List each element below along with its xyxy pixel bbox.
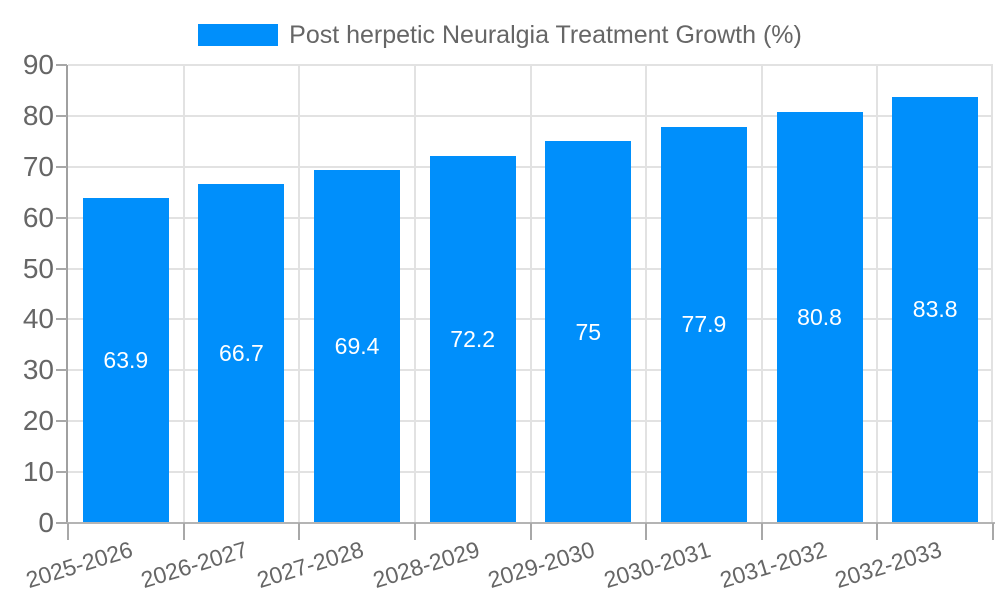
y-tick-mark (56, 64, 67, 66)
y-tick-label: 50 (22, 252, 54, 284)
y-tick-mark (56, 318, 67, 321)
v-gridline (876, 65, 879, 523)
bar[interactable]: 83.8 (892, 96, 979, 523)
bar-value-label: 63.9 (103, 346, 149, 373)
bar-value-label: 66.7 (219, 339, 264, 366)
bar[interactable]: 63.9 (82, 197, 169, 523)
x-tick-mark (298, 523, 301, 540)
plot-right-border (991, 65, 993, 523)
v-gridline (645, 65, 648, 523)
y-tick-mark (56, 522, 67, 524)
bar-value-label: 83.8 (912, 296, 958, 323)
legend-item[interactable]: Post herpetic Neuralgia Treatment Growth… (198, 21, 802, 50)
x-tick-mark (529, 523, 532, 540)
plot-area: 63.9 66.7 69.4 72.2 75 77.9 80.8 83.8 (68, 64, 993, 523)
y-axis-line (66, 65, 68, 523)
x-tick-mark (876, 523, 879, 540)
x-tick-mark (182, 523, 185, 540)
y-tick-label: 20 (22, 405, 54, 437)
y-tick-mark (56, 471, 67, 474)
y-tick-label: 0 (38, 507, 54, 538)
bar-value-label: 80.8 (797, 303, 842, 330)
bar[interactable]: 66.7 (198, 183, 285, 523)
y-tick-label: 90 (22, 49, 54, 80)
legend-label: Post herpetic Neuralgia Treatment Growth… (289, 20, 802, 49)
x-tick-mark (645, 523, 648, 540)
bar-value-label: 69.4 (334, 332, 380, 359)
x-tick-mark (992, 523, 994, 540)
bar[interactable]: 69.4 (314, 169, 401, 523)
y-tick-mark (56, 114, 67, 117)
y-tick-mark (56, 165, 67, 168)
bar[interactable]: 75 (545, 141, 632, 523)
v-gridline (413, 65, 416, 523)
y-tick-label: 80 (22, 99, 54, 131)
bar-value-label: 72.2 (450, 325, 496, 352)
v-gridline (529, 65, 532, 523)
y-tick-label: 60 (22, 201, 54, 233)
v-gridline (760, 65, 763, 523)
y-tick-label: 10 (22, 456, 54, 488)
y-tick-mark (56, 267, 67, 270)
legend-swatch (198, 24, 279, 46)
bar[interactable]: 72.2 (429, 155, 516, 523)
chart-legend: Post herpetic Neuralgia Treatment Growth… (0, 20, 1000, 50)
y-tick-mark (56, 216, 67, 219)
bar[interactable]: 77.9 (660, 126, 747, 523)
v-gridline (182, 65, 185, 523)
bar[interactable]: 80.8 (776, 111, 863, 523)
x-tick-mark (67, 523, 69, 540)
x-tick-mark (760, 523, 763, 540)
bar-value-label: 75 (575, 318, 602, 345)
y-tick-mark (56, 420, 67, 423)
y-tick-label: 40 (22, 303, 54, 335)
y-tick-label: 70 (22, 150, 54, 182)
y-tick-mark (56, 369, 67, 372)
x-tick-mark (413, 523, 416, 540)
y-tick-label: 30 (22, 354, 54, 386)
bar-value-label: 77.9 (681, 311, 727, 338)
v-gridline (298, 65, 301, 523)
